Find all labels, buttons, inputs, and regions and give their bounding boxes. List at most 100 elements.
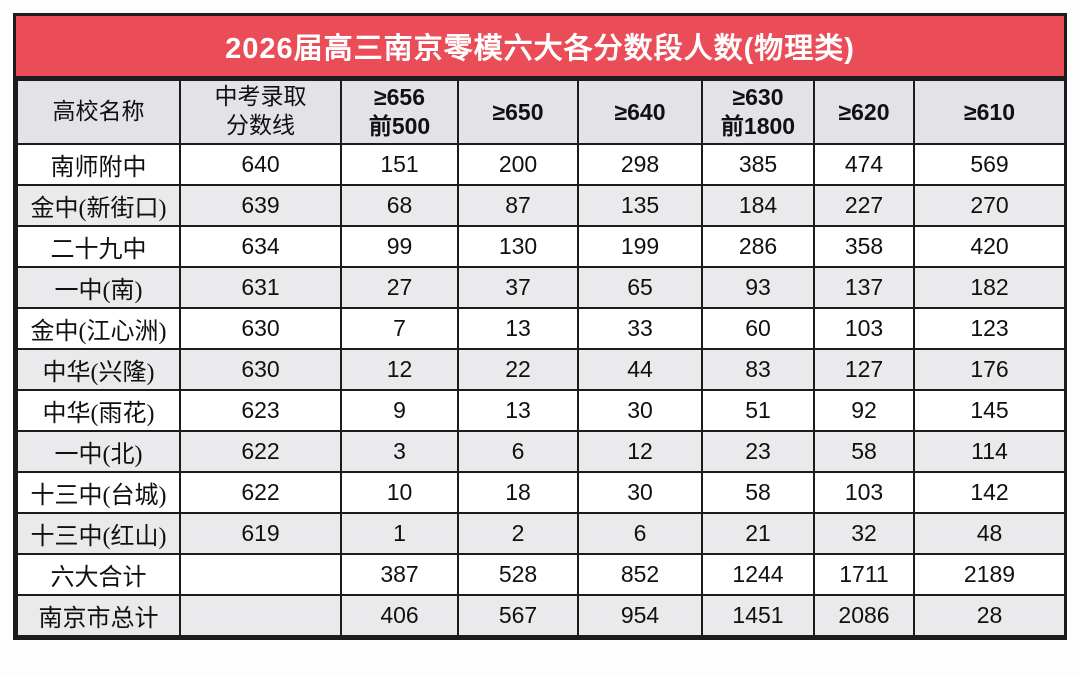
count-cell: 87 — [457, 184, 579, 227]
column-header-line: 前500 — [368, 113, 431, 139]
table-row: 十三中(台城) 622 10 18 30 58 103 142 — [16, 471, 1066, 514]
count-cell: 420 — [913, 225, 1066, 268]
cutoff-score-cell: 630 — [179, 307, 342, 350]
column-header-line: ≥610 — [964, 98, 1015, 125]
cutoff-score-cell: 639 — [179, 184, 342, 227]
count-cell: 385 — [701, 143, 815, 186]
count-cell: 103 — [813, 471, 915, 514]
school-name-cell: 二十九中 — [16, 225, 181, 268]
table-title: 2026届高三南京零模六大各分数段人数(物理类) — [16, 16, 1064, 79]
cutoff-score-cell: 619 — [179, 512, 342, 555]
count-cell: 10 — [340, 471, 459, 514]
count-cell: 12 — [577, 430, 703, 473]
table-body: 南师附中 640 151 200 298 385 474 569 金中(新街口) 639 68 87 1… — [16, 143, 1066, 637]
count-cell: 127 — [813, 348, 915, 391]
count-cell: 37 — [457, 266, 579, 309]
table-row: 一中(北) 622 3 6 12 23 58 114 — [16, 430, 1066, 473]
count-cell: 358 — [813, 225, 915, 268]
table-row: 六大合计 387 528 852 1244 1711 2189 — [16, 553, 1066, 596]
count-cell: 298 — [577, 143, 703, 186]
school-name-cell: 南师附中 — [16, 143, 181, 186]
count-cell: 7 — [340, 307, 459, 350]
column-header-2: ≥656 前500 — [340, 79, 459, 145]
count-cell: 227 — [813, 184, 915, 227]
count-cell: 528 — [457, 553, 579, 596]
count-cell: 27 — [340, 266, 459, 309]
count-cell: 68 — [340, 184, 459, 227]
count-cell: 123 — [913, 307, 1066, 350]
school-name-cell: 金中(新街口) — [16, 184, 181, 227]
count-cell: 3 — [340, 430, 459, 473]
count-cell: 44 — [577, 348, 703, 391]
count-cell: 30 — [577, 389, 703, 432]
table-row: 一中(南) 631 27 37 65 93 137 182 — [16, 266, 1066, 309]
count-cell: 99 — [340, 225, 459, 268]
column-header-line: 分数线 — [226, 113, 295, 138]
count-cell: 33 — [577, 307, 703, 350]
count-cell: 142 — [913, 471, 1066, 514]
count-cell: 137 — [813, 266, 915, 309]
count-cell: 200 — [457, 143, 579, 186]
school-name-cell: 南京市总计 — [16, 594, 181, 637]
count-cell: 1 — [340, 512, 459, 555]
count-cell: 83 — [701, 348, 815, 391]
school-name-cell: 一中(北) — [16, 430, 181, 473]
count-cell: 13 — [457, 389, 579, 432]
count-cell: 2 — [457, 512, 579, 555]
column-header-line: 高校名称 — [52, 98, 145, 124]
count-cell: 184 — [701, 184, 815, 227]
count-cell: 23 — [701, 430, 815, 473]
count-cell: 567 — [457, 594, 579, 637]
table-row: 南师附中 640 151 200 298 385 474 569 — [16, 143, 1066, 186]
count-cell: 6 — [457, 430, 579, 473]
count-cell: 1451 — [701, 594, 815, 637]
count-cell: 13 — [457, 307, 579, 350]
column-header-6: ≥620 — [813, 79, 915, 145]
count-cell: 65 — [577, 266, 703, 309]
score-table: 高校名称 中考录取 分数线 ≥656 前500 ≥650 ≥640 ≥630 前1800 ≥620… — [16, 79, 1066, 637]
count-cell: 103 — [813, 307, 915, 350]
column-header-4: ≥640 — [577, 79, 703, 145]
cutoff-score-cell: 623 — [179, 389, 342, 432]
column-header-1: 中考录取 分数线 — [179, 79, 342, 145]
column-header-0: 高校名称 — [16, 79, 181, 145]
count-cell: 60 — [701, 307, 815, 350]
count-cell: 6 — [577, 512, 703, 555]
school-name-cell: 金中(江心洲) — [16, 307, 181, 350]
table-frame: 2026届高三南京零模六大各分数段人数(物理类) 高校名称 中考录取 分数线 ≥656… — [13, 13, 1067, 640]
school-name-cell: 中华(雨花) — [16, 389, 181, 432]
cutoff-score-cell: 634 — [179, 225, 342, 268]
column-header-line: 中考录取 — [214, 84, 307, 110]
count-cell: 9 — [340, 389, 459, 432]
count-cell: 182 — [913, 266, 1066, 309]
count-cell: 58 — [701, 471, 815, 514]
count-cell: 176 — [913, 348, 1066, 391]
cutoff-score-cell — [179, 594, 342, 637]
cutoff-score-cell — [179, 553, 342, 596]
table-row: 金中(新街口) 639 68 87 135 184 227 270 — [16, 184, 1066, 227]
school-name-cell: 十三中(台城) — [16, 471, 181, 514]
count-cell: 32 — [813, 512, 915, 555]
table-row: 十三中(红山) 619 1 2 6 21 32 48 — [16, 512, 1066, 555]
count-cell: 852 — [577, 553, 703, 596]
cutoff-score-cell: 630 — [179, 348, 342, 391]
cutoff-score-cell: 631 — [179, 266, 342, 309]
count-cell: 12 — [340, 348, 459, 391]
count-cell: 114 — [913, 430, 1066, 473]
count-cell: 28 — [913, 594, 1066, 637]
column-header-line: ≥650 — [492, 98, 544, 125]
school-name-cell: 十三中(红山) — [16, 512, 181, 555]
count-cell: 954 — [577, 594, 703, 637]
count-cell: 21 — [701, 512, 815, 555]
school-name-cell: 中华(兴隆) — [16, 348, 181, 391]
cutoff-score-cell: 640 — [179, 143, 342, 186]
column-header-line: ≥630 — [732, 84, 784, 111]
column-header-line: 前1800 — [720, 113, 796, 139]
count-cell: 569 — [913, 143, 1066, 186]
count-cell: 93 — [701, 266, 815, 309]
count-cell: 474 — [813, 143, 915, 186]
count-cell: 1711 — [813, 553, 915, 596]
count-cell: 58 — [813, 430, 915, 473]
count-cell: 18 — [457, 471, 579, 514]
count-cell: 151 — [340, 143, 459, 186]
